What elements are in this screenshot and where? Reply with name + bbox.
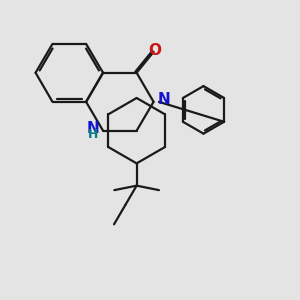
Text: N: N [158,92,170,107]
Text: H: H [88,128,99,141]
Text: O: O [148,43,161,58]
Text: N: N [86,122,99,136]
